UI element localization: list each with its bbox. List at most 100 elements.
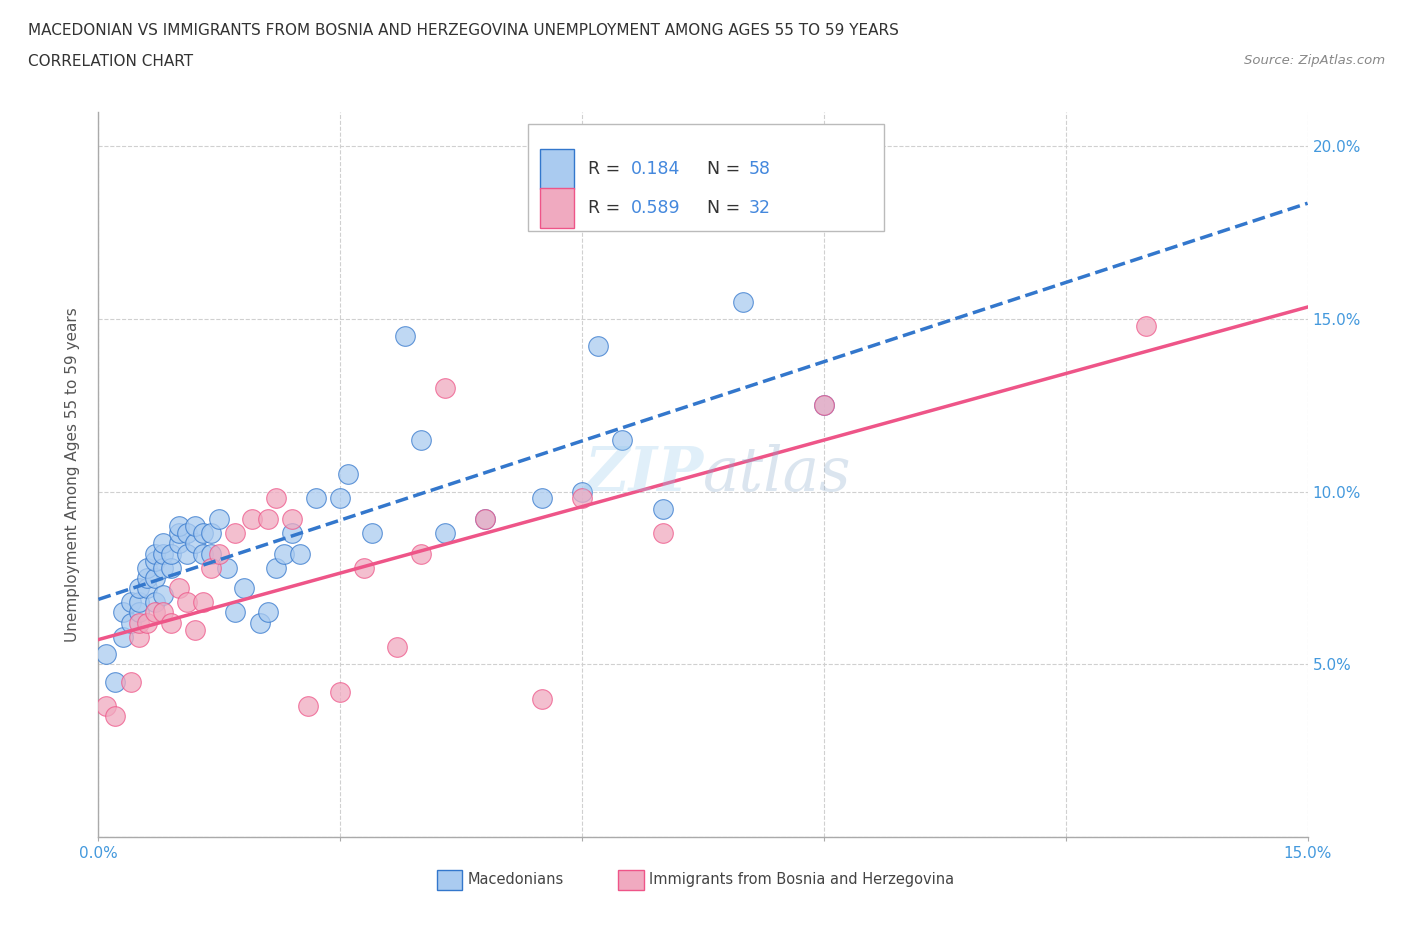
Point: [240, 512, 263, 526]
Point: [167, 536, 190, 551]
Y-axis label: Unemployment Among Ages 55 to 59 years: Unemployment Among Ages 55 to 59 years: [65, 307, 80, 642]
Point: [143, 605, 166, 620]
Point: [193, 546, 215, 561]
Text: Macedonians: Macedonians: [468, 872, 564, 887]
Point: [176, 594, 198, 609]
Point: [135, 581, 157, 596]
Text: ZIP: ZIP: [583, 445, 703, 504]
Bar: [527, 124, 884, 232]
Point: [329, 491, 352, 506]
Point: [120, 674, 142, 689]
Point: [256, 605, 278, 620]
Point: [208, 546, 231, 561]
Point: [120, 616, 142, 631]
Point: [651, 525, 673, 540]
Text: CORRELATION CHART: CORRELATION CHART: [28, 54, 193, 69]
Point: [143, 594, 166, 609]
Point: [385, 640, 408, 655]
Text: Immigrants from Bosnia and Herzegovina: Immigrants from Bosnia and Herzegovina: [650, 872, 955, 887]
Point: [128, 630, 150, 644]
Point: [120, 594, 142, 609]
Point: [176, 525, 198, 540]
Point: [111, 605, 134, 620]
Point: [143, 553, 166, 568]
Point: [135, 560, 157, 575]
Text: R =: R =: [588, 199, 626, 217]
Point: [160, 616, 183, 631]
Text: atlas: atlas: [703, 445, 852, 504]
Point: [530, 491, 553, 506]
Point: [184, 519, 207, 534]
Point: [128, 605, 150, 620]
Point: [160, 546, 183, 561]
Point: [152, 605, 174, 620]
Point: [281, 512, 304, 526]
Point: [813, 398, 835, 413]
Point: [135, 616, 157, 631]
Point: [224, 525, 246, 540]
Point: [434, 380, 457, 395]
Point: [361, 525, 384, 540]
Point: [111, 630, 134, 644]
Point: [733, 294, 755, 309]
Point: [152, 560, 174, 575]
Text: R =: R =: [588, 160, 626, 178]
Point: [96, 646, 118, 661]
Point: [337, 467, 360, 482]
Point: [409, 546, 432, 561]
Point: [329, 684, 352, 699]
Point: [128, 616, 150, 631]
Point: [288, 546, 311, 561]
Point: [128, 581, 150, 596]
Point: [143, 546, 166, 561]
Point: [530, 691, 553, 706]
Text: Source: ZipAtlas.com: Source: ZipAtlas.com: [1244, 54, 1385, 67]
Point: [434, 525, 457, 540]
Point: [200, 546, 222, 561]
Point: [474, 512, 496, 526]
Point: [273, 546, 295, 561]
Point: [176, 546, 198, 561]
Point: [128, 594, 150, 609]
Point: [612, 432, 634, 447]
Point: [394, 328, 416, 343]
Bar: [540, 149, 574, 189]
Point: [167, 581, 190, 596]
Text: N =: N =: [707, 160, 745, 178]
Point: [305, 491, 328, 506]
Point: [586, 339, 609, 354]
Point: [184, 536, 207, 551]
Point: [651, 501, 673, 516]
Point: [96, 698, 118, 713]
Point: [184, 622, 207, 637]
Point: [232, 581, 254, 596]
Point: [103, 709, 125, 724]
Text: N =: N =: [707, 199, 745, 217]
Text: 32: 32: [749, 199, 770, 217]
Point: [160, 560, 183, 575]
Point: [217, 560, 239, 575]
Point: [152, 536, 174, 551]
Point: [264, 491, 287, 506]
Point: [1135, 318, 1157, 333]
Point: [135, 570, 157, 585]
Point: [256, 512, 278, 526]
Point: [474, 512, 496, 526]
Text: 58: 58: [749, 160, 770, 178]
Point: [152, 588, 174, 603]
Text: 0.589: 0.589: [630, 199, 681, 217]
Point: [167, 519, 190, 534]
Point: [193, 594, 215, 609]
Point: [281, 525, 304, 540]
Point: [264, 560, 287, 575]
Point: [200, 525, 222, 540]
Point: [297, 698, 319, 713]
Point: [813, 398, 835, 413]
Point: [193, 525, 215, 540]
Point: [249, 616, 271, 631]
Bar: [540, 188, 574, 228]
Text: 0.184: 0.184: [630, 160, 681, 178]
Point: [409, 432, 432, 447]
Point: [152, 546, 174, 561]
Point: [224, 605, 246, 620]
